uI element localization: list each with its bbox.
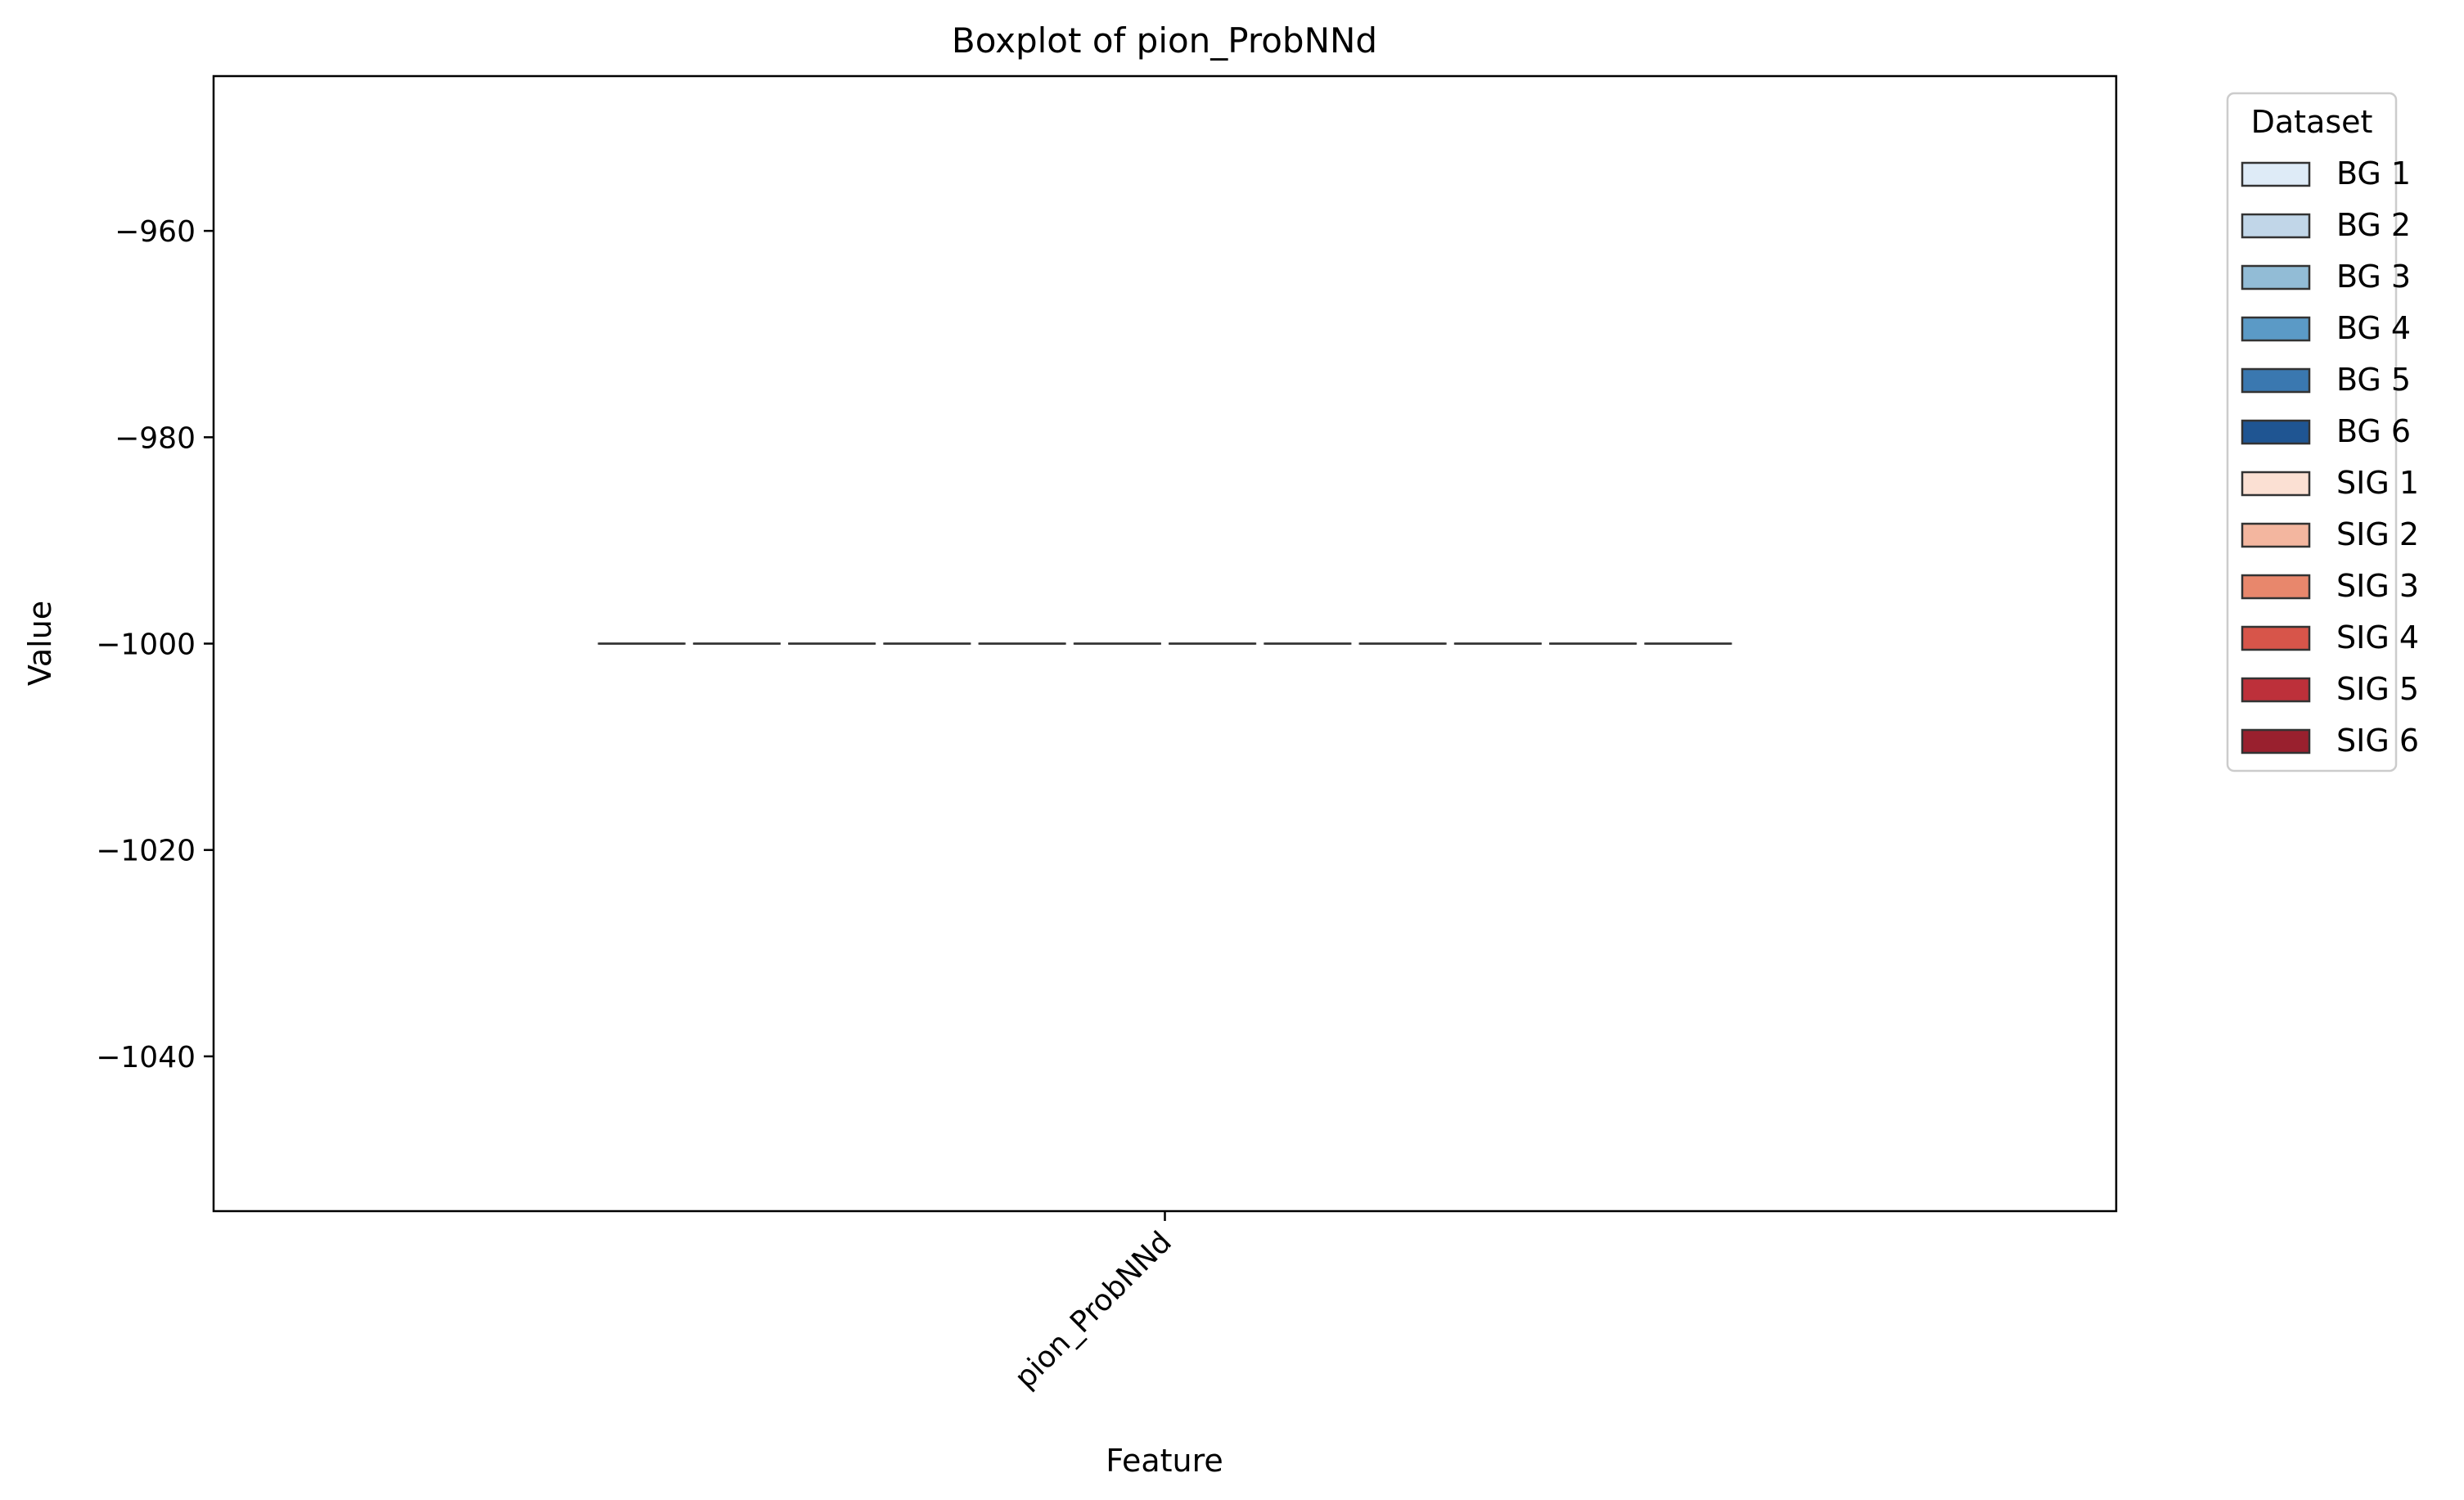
y-tick-label: −980 — [115, 421, 196, 455]
y-tick-label: −1000 — [96, 628, 196, 662]
legend-item: SIG 2 — [2241, 516, 2419, 552]
legend-swatch — [2241, 574, 2311, 600]
y-axis: −960 −980 −1000 −1020 −1040 — [96, 215, 214, 1074]
legend-swatch — [2241, 264, 2311, 291]
legend-label: SIG 4 — [2336, 619, 2419, 655]
legend-label: BG 3 — [2336, 259, 2411, 295]
legend-label: BG 2 — [2336, 207, 2411, 243]
legend-frame — [2226, 92, 2398, 773]
legend-label: BG 6 — [2336, 413, 2411, 449]
legend-label: BG 4 — [2336, 310, 2411, 346]
y-tick-label: −960 — [115, 215, 196, 249]
legend-item: BG 1 — [2241, 155, 2411, 191]
x-tick-label: pion_ProbNNd — [1008, 1225, 1178, 1394]
legend-item: SIG 6 — [2241, 723, 2419, 759]
legend-label: BG 1 — [2336, 155, 2411, 191]
legend-swatch — [2241, 213, 2311, 239]
legend-item: BG 6 — [2241, 413, 2411, 449]
legend: Dataset BG 1 BG 2 BG 3 BG 4 BG 5 BG 6 SIG 1 SIG… — [2226, 92, 2419, 773]
legend-item: BG 5 — [2241, 362, 2411, 398]
legend-swatch — [2241, 625, 2311, 651]
plot-area — [212, 74, 2118, 1213]
legend-item: SIG 5 — [2241, 671, 2419, 707]
y-axis-label: Value — [22, 601, 58, 686]
legend-swatch — [2241, 471, 2311, 497]
legend-items: BG 1 BG 2 BG 3 BG 4 BG 5 BG 6 SIG 1 SIG 2 SIG 3 S… — [2241, 155, 2419, 759]
legend-item: BG 4 — [2241, 310, 2411, 346]
legend-swatch — [2241, 419, 2311, 445]
legend-swatch — [2241, 522, 2311, 548]
legend-item: BG 2 — [2241, 207, 2411, 243]
chart-title: Boxplot of pion_ProbNNd — [952, 20, 1377, 61]
y-tick-label: −1020 — [96, 835, 196, 868]
legend-label: BG 5 — [2336, 362, 2411, 398]
legend-label: SIG 3 — [2336, 568, 2419, 604]
legend-swatch — [2241, 161, 2311, 187]
legend-label: SIG 5 — [2336, 671, 2419, 707]
legend-item: SIG 4 — [2241, 619, 2419, 655]
y-tick-label: −1040 — [96, 1041, 196, 1074]
legend-label: SIG 2 — [2336, 516, 2419, 552]
legend-item: SIG 1 — [2241, 465, 2419, 501]
legend-swatch — [2241, 677, 2311, 703]
legend-label: SIG 6 — [2336, 723, 2419, 759]
legend-item: BG 3 — [2241, 259, 2411, 295]
legend-swatch — [2241, 367, 2311, 394]
legend-title: Dataset — [2251, 104, 2373, 140]
legend-swatch — [2241, 728, 2311, 755]
x-axis: pion_ProbNNd — [1008, 1211, 1178, 1395]
legend-item: SIG 3 — [2241, 568, 2419, 604]
x-axis-label: Feature — [1106, 1443, 1223, 1479]
legend-label: SIG 1 — [2336, 465, 2419, 501]
legend-swatch — [2241, 316, 2311, 342]
